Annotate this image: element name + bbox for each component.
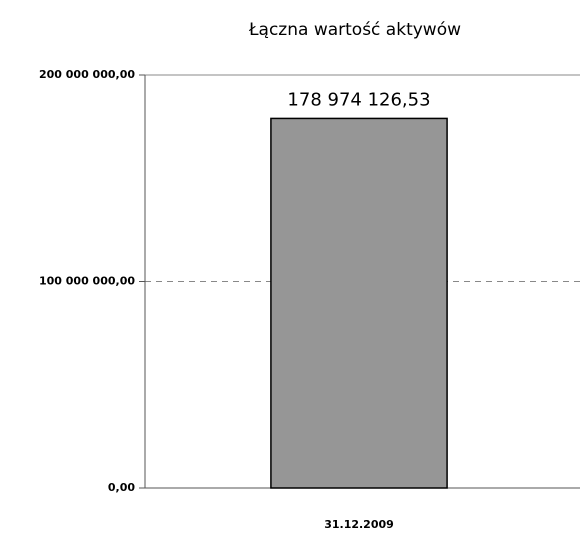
chart-title: Łączna wartość aktywów bbox=[248, 20, 461, 40]
y-tick-label: 100 000 000,00 bbox=[39, 275, 135, 288]
x-tick-label: 31.12.2009 bbox=[324, 518, 394, 531]
y-tick-label: 200 000 000,00 bbox=[39, 68, 135, 81]
y-tick-label: 0,00 bbox=[108, 481, 135, 494]
value-label: 178 974 126,53 bbox=[287, 89, 430, 110]
bar bbox=[270, 117, 448, 489]
